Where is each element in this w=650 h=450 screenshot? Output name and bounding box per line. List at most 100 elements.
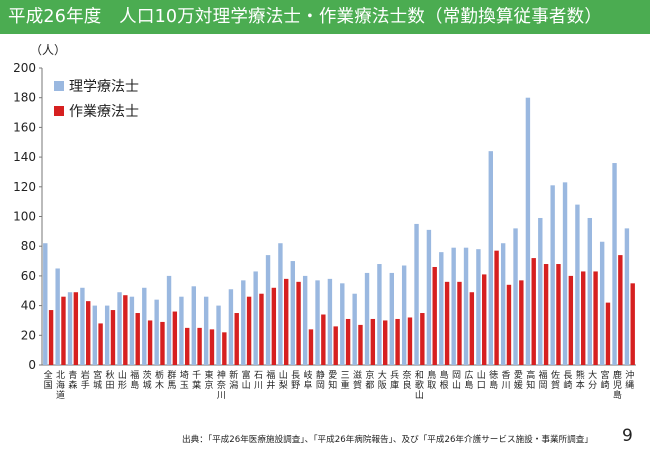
ot-bar bbox=[296, 281, 301, 365]
pt-bar bbox=[352, 293, 357, 365]
ot-bar bbox=[209, 329, 215, 365]
x-category-label: 山形 bbox=[118, 370, 127, 391]
x-category-label: 奈良 bbox=[403, 369, 412, 391]
pt-bar bbox=[575, 204, 580, 365]
x-category-label: 岡山 bbox=[452, 370, 461, 391]
pt-bar bbox=[117, 292, 122, 365]
y-axis-unit-label: （人） bbox=[30, 43, 67, 57]
ot-bar bbox=[556, 264, 561, 365]
x-category-label: 長野 bbox=[291, 370, 300, 391]
ot-bar bbox=[197, 327, 202, 365]
pt-bar bbox=[476, 249, 481, 365]
ot-bar bbox=[147, 320, 153, 365]
ot-bar bbox=[630, 283, 635, 365]
ot-bar bbox=[333, 326, 338, 365]
y-tick-label: 80 bbox=[21, 239, 36, 253]
y-tick-label: 40 bbox=[21, 299, 36, 313]
x-category-label: 鳥取 bbox=[427, 369, 436, 391]
pt-bar bbox=[265, 255, 271, 365]
pt-bar bbox=[290, 261, 295, 365]
ot-bar bbox=[506, 284, 512, 365]
x-category-label: 和歌山 bbox=[415, 370, 424, 401]
x-category-label: 千葉 bbox=[192, 370, 201, 391]
ot-bar bbox=[48, 310, 54, 365]
y-tick-label: 60 bbox=[21, 269, 36, 283]
pt-bar bbox=[179, 296, 184, 365]
legend-label: 作業療法士 bbox=[69, 103, 139, 120]
ot-bar bbox=[395, 318, 400, 365]
slide-title: 平成26年度 人口10万対理学療法士・作業療法士数（常勤換算従事者数） bbox=[8, 7, 603, 27]
ot-bar bbox=[110, 310, 116, 365]
ot-bar bbox=[86, 301, 91, 365]
x-category-label: 鹿児島 bbox=[613, 369, 622, 401]
pt-bar bbox=[67, 292, 73, 365]
legend-swatch bbox=[54, 81, 64, 91]
pt-bar bbox=[364, 272, 370, 365]
pt-bar bbox=[500, 243, 506, 365]
x-category-label: 秋田 bbox=[106, 369, 115, 391]
ot-bar bbox=[420, 313, 425, 365]
pt-bar bbox=[55, 268, 60, 365]
ot-bar bbox=[519, 280, 524, 365]
pt-bar bbox=[92, 305, 97, 365]
ot-bar bbox=[160, 321, 165, 365]
x-category-label: 熊本 bbox=[576, 369, 585, 391]
x-category-label: 高知 bbox=[526, 369, 535, 391]
ot-bar bbox=[234, 313, 239, 365]
x-category-label: 宮崎 bbox=[601, 369, 610, 391]
pt-bar bbox=[278, 243, 283, 365]
x-category-label: 兵庫 bbox=[390, 369, 399, 391]
pt-bar bbox=[154, 299, 159, 365]
y-tick-label: 20 bbox=[21, 328, 36, 342]
x-category-label: 香川 bbox=[502, 370, 511, 391]
x-category-label: 宮城 bbox=[93, 369, 102, 391]
x-category-label: 三重 bbox=[341, 371, 350, 391]
pt-bar bbox=[612, 163, 617, 365]
pt-bar bbox=[166, 275, 172, 365]
pt-bar bbox=[203, 296, 209, 365]
pt-bar bbox=[241, 280, 246, 365]
ot-bar bbox=[345, 318, 351, 365]
y-tick-label: 0 bbox=[28, 358, 36, 372]
source-footnote: 出典：「平成26年医療施設調査」、「平成26年病院報告」、及び「平成26年介護サ… bbox=[182, 435, 593, 445]
x-category-label: 埼玉 bbox=[180, 369, 189, 391]
x-category-label: 滋賀 bbox=[353, 369, 362, 391]
pt-bar bbox=[599, 241, 605, 365]
pt-bar bbox=[463, 247, 469, 365]
x-category-label: 富山 bbox=[242, 369, 251, 391]
x-category-label: 山口 bbox=[477, 370, 486, 391]
pt-bar bbox=[228, 289, 234, 365]
legend-label: 理学療法士 bbox=[69, 78, 139, 95]
x-category-label: 福岡 bbox=[539, 369, 548, 391]
x-category-label: 山梨 bbox=[279, 370, 288, 391]
ot-bar bbox=[531, 258, 536, 365]
ot-bar bbox=[593, 271, 598, 365]
ot-bar bbox=[581, 271, 586, 365]
x-category-label: 新潟 bbox=[229, 369, 238, 391]
pt-bar bbox=[129, 296, 135, 365]
x-category-label: 愛媛 bbox=[514, 369, 523, 391]
y-tick-label: 180 bbox=[13, 91, 36, 105]
ot-bar bbox=[494, 250, 499, 365]
ot-bar bbox=[432, 266, 437, 365]
page-number: 9 bbox=[622, 426, 633, 446]
pt-bar bbox=[43, 243, 48, 365]
pt-bar bbox=[414, 223, 419, 365]
ot-bar bbox=[444, 281, 450, 365]
y-tick-label: 100 bbox=[13, 210, 36, 224]
x-category-label: 石川 bbox=[254, 371, 263, 391]
x-category-label: 岐阜 bbox=[304, 369, 313, 391]
ot-bar bbox=[135, 313, 140, 365]
pt-bar bbox=[191, 286, 196, 365]
ot-bar bbox=[61, 296, 66, 365]
ot-bar bbox=[370, 318, 376, 365]
x-category-label: 大阪 bbox=[378, 369, 387, 391]
pt-bar bbox=[587, 217, 592, 365]
ot-bar bbox=[308, 329, 314, 365]
x-category-label: 徳島 bbox=[489, 369, 498, 391]
ot-bar bbox=[383, 320, 388, 365]
pt-bar bbox=[426, 229, 432, 365]
pt-bar bbox=[488, 151, 493, 365]
x-category-label: 島根 bbox=[440, 369, 449, 391]
x-category-label: 大分 bbox=[588, 369, 597, 391]
